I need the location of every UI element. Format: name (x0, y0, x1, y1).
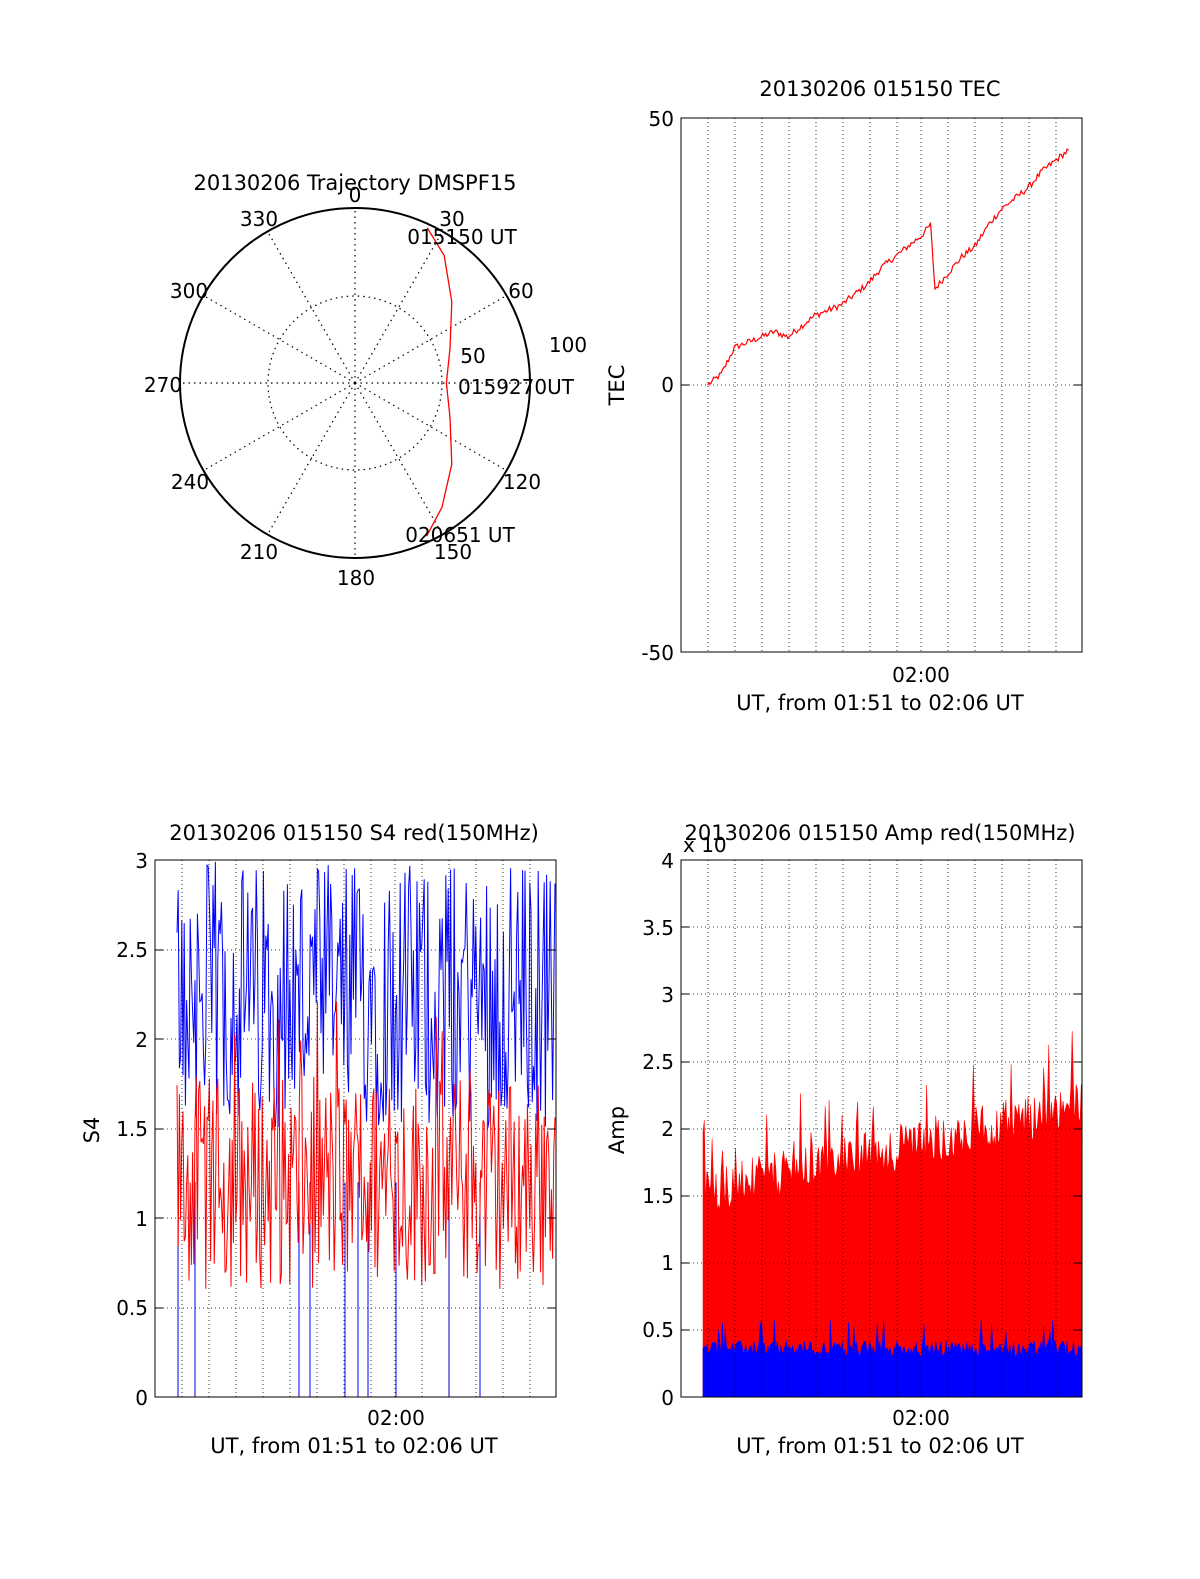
s4-plot: 20130206 015150 S4 red(150MHz) 3 2.5 2 1… (80, 821, 557, 1458)
angle-label-330: 330 (240, 207, 278, 231)
s4-ytick-0.5: 0.5 (116, 1296, 148, 1320)
s4-xlabel: UT, from 01:51 to 02:06 UT (210, 1434, 498, 1458)
amp-ytick-2: 2 (661, 1117, 674, 1141)
s4-ylabel: S4 (80, 1117, 104, 1144)
amp-ytick-3: 3 (661, 983, 674, 1007)
s4-ytick-3: 3 (135, 849, 148, 873)
amp-scale-label: x 10 (683, 833, 727, 857)
amp-frame (680, 859, 1083, 1398)
amp-series-blue (702, 1319, 1083, 1398)
tec-ytick-0: 0 (661, 373, 674, 397)
angle-label-30: 30 (439, 207, 464, 231)
s4-ytick-2: 2 (135, 1028, 148, 1052)
amp-title: 20130206 015150 Amp red(150MHz) (684, 821, 1075, 845)
amp-ytick-0.5: 0.5 (642, 1318, 674, 1342)
tec-plot: 20130206 015150 TEC 50 0 -50 TEC 02:00 U… (605, 77, 1083, 715)
annotation-start: 015150 UT (407, 225, 517, 249)
polar-inner-ring (267, 295, 443, 471)
tec-series-line (707, 148, 1069, 386)
angle-label-100: 100 (549, 333, 587, 357)
polar-outer-ring (179, 207, 531, 559)
s4-series-blue (176, 861, 556, 1397)
polar-spoke-300 (203, 294, 356, 384)
s4-ytick-2.5: 2.5 (116, 938, 148, 962)
amp-grid (681, 860, 1082, 1397)
amp-series-red (702, 1031, 1083, 1398)
amp-xlabel: UT, from 01:51 to 02:06 UT (736, 1434, 1024, 1458)
s4-grid (155, 860, 556, 1397)
amp-blue-area (702, 1319, 1083, 1398)
tec-ytick-neg50: -50 (641, 641, 674, 665)
amp-ytick-1: 1 (661, 1251, 674, 1275)
s4-frame (154, 859, 557, 1398)
angle-label-180: 180 (337, 566, 375, 590)
angle-label-60: 60 (508, 279, 533, 303)
angle-label-300: 300 (170, 279, 208, 303)
amp-ytick-2.5: 2.5 (642, 1050, 674, 1074)
polar-plot: 20130206 Trajectory DMSPF15 0 30 60 100 … (144, 171, 587, 590)
amp-ytick-3.5: 3.5 (642, 916, 674, 940)
trajectory-line (425, 227, 453, 537)
amp-ytick-0: 0 (661, 1386, 674, 1410)
amp-ytick-4: 4 (661, 849, 674, 873)
amp-ylabel: Amp (605, 1106, 629, 1154)
polar-spoke-150 (354, 382, 444, 535)
tec-title: 20130206 015150 TEC (759, 77, 1000, 101)
radius-label-50: 50 (460, 344, 485, 368)
angle-label-150: 150 (434, 540, 472, 564)
polar-spoke-30 (354, 231, 444, 384)
angle-label-210: 210 (240, 540, 278, 564)
s4-ytick-1: 1 (135, 1207, 148, 1231)
tec-ytick-50: 50 (649, 107, 674, 131)
tec-frame (680, 117, 1083, 653)
s4-title: 20130206 015150 S4 red(150MHz) (169, 821, 539, 845)
s4-red-line (176, 1001, 556, 1290)
tec-grid (681, 118, 1082, 652)
s4-ytick-0: 0 (135, 1386, 148, 1410)
amp-red-area (702, 1031, 1083, 1398)
annotation-end: 020651 UT (405, 523, 515, 547)
s4-series-red (176, 1001, 556, 1290)
s4-blue-line (176, 861, 556, 1129)
s4-ytick-1.5: 1.5 (116, 1117, 148, 1141)
angle-label-270: 270 (144, 373, 182, 397)
polar-spoke-240 (203, 382, 356, 472)
polar-spoke-60 (354, 294, 507, 384)
amp-ytick-1.5: 1.5 (642, 1184, 674, 1208)
angle-label-120: 120 (503, 470, 541, 494)
amp-xtick-0200: 02:00 (892, 1406, 950, 1430)
annotation-mid: 0159270UT (458, 375, 575, 399)
amp-plot: 20130206 015150 Amp red(150MHz) x 10 4 3… (605, 821, 1083, 1458)
tec-xlabel: UT, from 01:51 to 02:06 UT (736, 691, 1024, 715)
polar-title: 20130206 Trajectory DMSPF15 (193, 171, 516, 195)
tec-xtick-0200: 02:00 (892, 663, 950, 687)
tec-ylabel: TEC (605, 365, 629, 407)
angle-label-240: 240 (171, 470, 209, 494)
angle-label-0: 0 (349, 183, 362, 207)
s4-xtick-0200: 02:00 (367, 1406, 425, 1430)
